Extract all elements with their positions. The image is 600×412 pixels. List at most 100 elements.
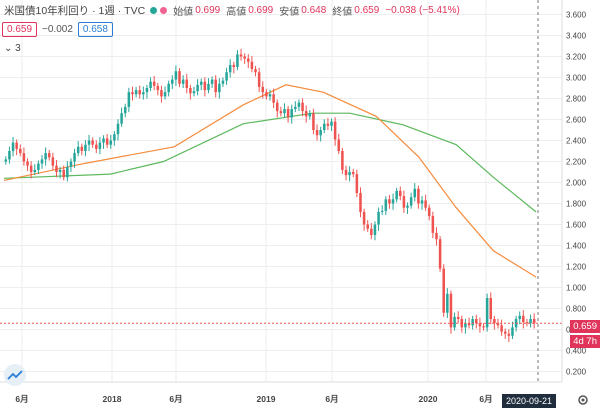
y-tick-label: 3.400 (566, 32, 587, 41)
status-dot-pink (160, 6, 168, 14)
candle-body (257, 72, 261, 87)
candle-body (485, 298, 489, 328)
settings-gear-icon[interactable] (576, 393, 590, 407)
candle-body (275, 102, 279, 112)
candle-body (431, 216, 435, 233)
candle-body (8, 151, 11, 160)
indicators-toggle[interactable]: ⌄ 3 (4, 43, 21, 54)
candle-body (232, 64, 236, 67)
candle-body (138, 90, 141, 95)
candle-body (424, 200, 427, 208)
candle-body (525, 322, 529, 324)
candle-body (446, 293, 449, 313)
candle-body (37, 163, 40, 170)
candle-body (337, 139, 341, 151)
candle-body (134, 90, 138, 95)
candle-body (294, 106, 297, 109)
candle-body (152, 81, 156, 86)
candle-body (40, 159, 44, 164)
close-label: 終値 (332, 6, 353, 18)
candle-body (471, 319, 474, 326)
candle-body (185, 79, 189, 88)
candle-body (399, 190, 402, 197)
candle-body (312, 113, 315, 130)
bid-button[interactable]: 0.659 (2, 22, 38, 37)
candle-body (160, 90, 163, 97)
candle-body (84, 144, 87, 151)
candle-body (344, 169, 348, 176)
open-value: 0.699 (195, 4, 221, 16)
candle-body (33, 169, 37, 172)
candle-body (69, 161, 73, 167)
change-value: −0.038 (−5.41%) (385, 4, 460, 16)
candle-body (243, 56, 246, 59)
quote-row: 0.659 −0.002 0.658 (2, 22, 113, 37)
candle-body (62, 169, 65, 178)
candle-body (181, 79, 185, 84)
candle-body (91, 140, 94, 145)
candle-body (265, 92, 268, 97)
candle-body (156, 85, 160, 91)
candle-body (80, 146, 84, 151)
candle-body (116, 123, 120, 135)
y-tick-label: 1.200 (566, 263, 587, 272)
y-tick-label: 0.800 (566, 305, 587, 314)
candle-body (500, 325, 503, 332)
candle-body (304, 111, 308, 117)
candle-body (225, 72, 228, 81)
candle-body (142, 92, 145, 95)
chevron-down-icon: ⌄ (4, 43, 13, 54)
y-tick-label: 2.200 (566, 158, 587, 167)
indicators-count: 3 (15, 43, 21, 54)
candle-body (239, 54, 243, 57)
candle-body (529, 319, 532, 324)
candle-body (308, 113, 312, 117)
candle-body (105, 138, 109, 145)
candle-body (482, 326, 485, 328)
ma-long-line (3, 112, 537, 213)
candle-body (290, 109, 293, 118)
candle-body (26, 161, 29, 166)
candle-body (323, 123, 326, 130)
y-tick-label: 0.200 (566, 368, 587, 377)
candle-body (76, 146, 80, 154)
y-tick-label: 2.600 (566, 116, 587, 125)
candle-body (261, 86, 265, 93)
candle-body (55, 165, 58, 172)
candle-body (438, 239, 442, 269)
symbol-title[interactable]: 米国債10年利回り · 1週 · TVC (4, 4, 146, 17)
candle-body (29, 165, 33, 172)
candle-body (15, 142, 18, 149)
ask-button[interactable]: 0.658 (77, 22, 113, 37)
candle-body (73, 153, 76, 162)
candle-body (348, 172, 351, 176)
candle-body (47, 153, 51, 158)
candle-body (254, 69, 257, 73)
y-tick-label: 1.800 (566, 200, 587, 209)
last-price-tag: 0.659 (570, 320, 600, 333)
candle-body (377, 211, 380, 225)
tradingview-logo-icon[interactable] (4, 364, 26, 386)
candle-body (503, 331, 507, 334)
ma-long-layer (3, 112, 537, 213)
candle-body (203, 81, 207, 91)
chart-grid (0, 0, 562, 382)
candle-body (95, 144, 98, 149)
y-tick-label: 2.000 (566, 179, 587, 188)
x-tick-label: 2018 (103, 394, 122, 404)
y-tick-label: 2.400 (566, 137, 587, 146)
candle-body (11, 142, 15, 151)
candle-body (453, 316, 456, 328)
candle-body (297, 102, 301, 107)
candle-body (199, 81, 203, 85)
y-tick-label: 1.600 (566, 221, 587, 230)
candle-body (478, 323, 482, 327)
candle-body (210, 79, 214, 84)
candle-body (467, 323, 471, 326)
candle-body (413, 188, 417, 198)
candle-body (127, 92, 131, 107)
candle-body (315, 130, 319, 136)
candle-body (373, 224, 377, 235)
candle-body (58, 169, 62, 172)
